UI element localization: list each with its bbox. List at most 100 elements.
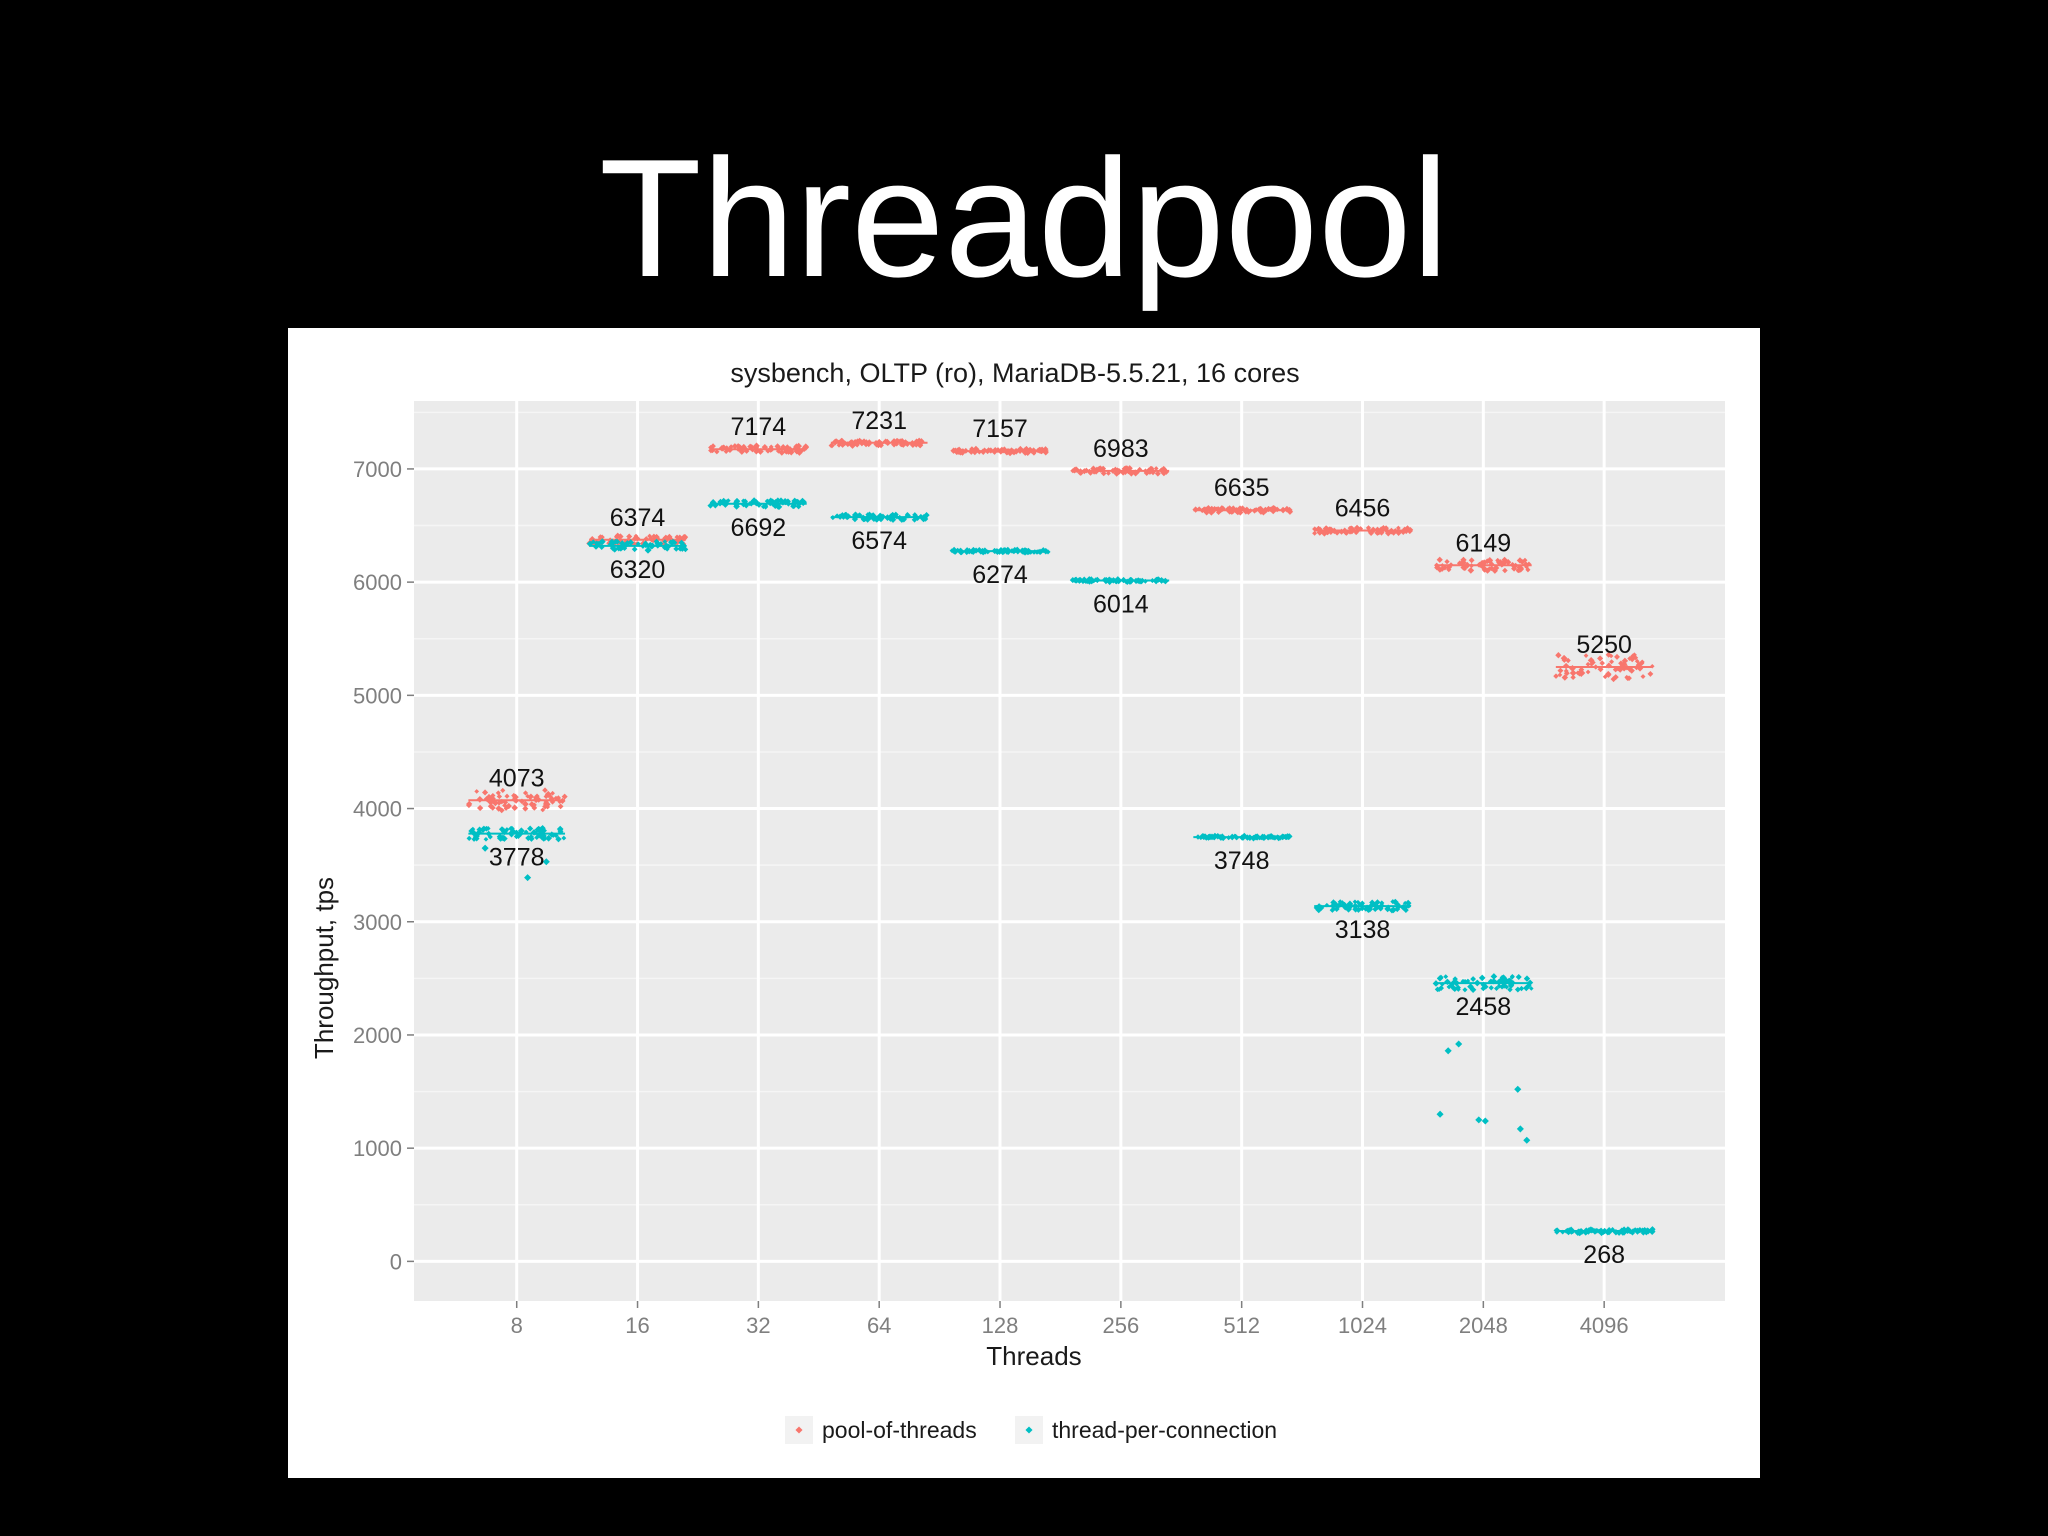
data-point (720, 497, 727, 505)
data-point (466, 835, 472, 842)
y-tick-label: 7000 (353, 457, 402, 482)
y-tick-label: 1000 (353, 1136, 402, 1161)
data-point (1515, 973, 1522, 981)
y-tick-label: 3000 (353, 910, 402, 935)
data-point (1627, 666, 1634, 673)
data-label: 6320 (610, 556, 666, 584)
data-point (1555, 652, 1562, 659)
data-point (954, 449, 960, 456)
data-point (1149, 468, 1157, 475)
data-point (1585, 669, 1591, 675)
data-label: 268 (1583, 1241, 1625, 1269)
data-point (1490, 978, 1497, 985)
data-label: 6374 (610, 504, 666, 532)
data-point (1469, 986, 1477, 994)
data-point (513, 798, 519, 804)
data-point (1352, 899, 1358, 905)
data-point (1448, 982, 1455, 989)
data-point (557, 828, 564, 835)
y-tick-label: 5000 (353, 683, 402, 708)
data-point (723, 445, 730, 451)
x-tick-label: 2048 (1459, 1313, 1508, 1338)
outlier-point (481, 844, 489, 852)
data-point (1321, 530, 1328, 537)
data-point (740, 444, 747, 452)
data-point (544, 790, 552, 798)
data-point (1612, 1228, 1620, 1236)
data-label: 7174 (731, 413, 787, 441)
data-point (1462, 987, 1468, 993)
data-label: 6014 (1093, 591, 1149, 619)
data-point (1647, 670, 1654, 677)
data-point (775, 448, 782, 454)
data-point (532, 802, 537, 808)
x-tick-label: 64 (867, 1313, 891, 1338)
data-point (617, 533, 624, 540)
data-point (523, 829, 529, 835)
data-point (530, 829, 538, 836)
data-point (861, 515, 868, 523)
data-point (618, 545, 624, 551)
grid-minor (414, 411, 1725, 1206)
data-label: 6149 (1456, 529, 1512, 557)
data-point (968, 448, 975, 455)
grid-major (414, 401, 1725, 1301)
y-axis-ticks: 0 1000 2000 3000 4000 5000 6000 7000 (353, 457, 414, 1274)
data-point (878, 442, 884, 449)
data-point (1241, 832, 1248, 840)
data-label: 4073 (489, 764, 545, 792)
data-point (1379, 900, 1385, 906)
data-point (1569, 669, 1577, 677)
x-tick-label: 1024 (1338, 1313, 1387, 1338)
x-tick-label: 8 (511, 1313, 523, 1338)
data-point (775, 445, 781, 451)
data-label: 6983 (1093, 435, 1149, 463)
data-point (483, 836, 489, 842)
data-point (624, 540, 631, 547)
data-point (999, 548, 1006, 556)
data-label: 6635 (1214, 474, 1270, 502)
data-point (477, 804, 484, 812)
data-point (980, 448, 986, 455)
data-point (1088, 471, 1093, 476)
data-point (1077, 470, 1083, 476)
data-label: 6456 (1335, 495, 1391, 523)
data-point (540, 807, 546, 813)
data-point (1071, 467, 1077, 473)
data-point (1624, 1226, 1632, 1233)
data-point (957, 449, 964, 456)
data-point (1597, 666, 1604, 673)
outlier-point (524, 874, 532, 882)
data-point (1011, 546, 1018, 554)
y-tick-label: 6000 (353, 570, 402, 595)
data-point (531, 804, 538, 811)
data-point (1368, 530, 1374, 537)
data-label: 7231 (851, 407, 907, 435)
data-point (747, 501, 753, 507)
data-point (1562, 655, 1568, 661)
data-point (611, 546, 618, 553)
data-point (1499, 562, 1505, 568)
data-point (958, 548, 965, 556)
data-point (1468, 557, 1475, 564)
data-point (542, 787, 548, 794)
y-tick-label: 2000 (353, 1023, 402, 1048)
data-point (1455, 986, 1461, 992)
data-label: 3138 (1335, 916, 1391, 944)
data-point (1209, 505, 1215, 511)
data-point (1470, 976, 1477, 982)
data-point (555, 795, 562, 801)
data-point (1336, 902, 1343, 908)
data-point (1509, 974, 1515, 980)
data-point (1560, 1229, 1566, 1235)
data-point (873, 441, 880, 448)
data-label: 2458 (1456, 993, 1512, 1021)
data-point (1598, 1227, 1604, 1233)
x-tick-label: 128 (982, 1313, 1019, 1338)
data-point (1366, 905, 1374, 913)
data-point (1363, 906, 1369, 912)
data-label: 7157 (972, 415, 1028, 443)
data-point (1158, 467, 1164, 473)
data-point (1609, 659, 1615, 665)
